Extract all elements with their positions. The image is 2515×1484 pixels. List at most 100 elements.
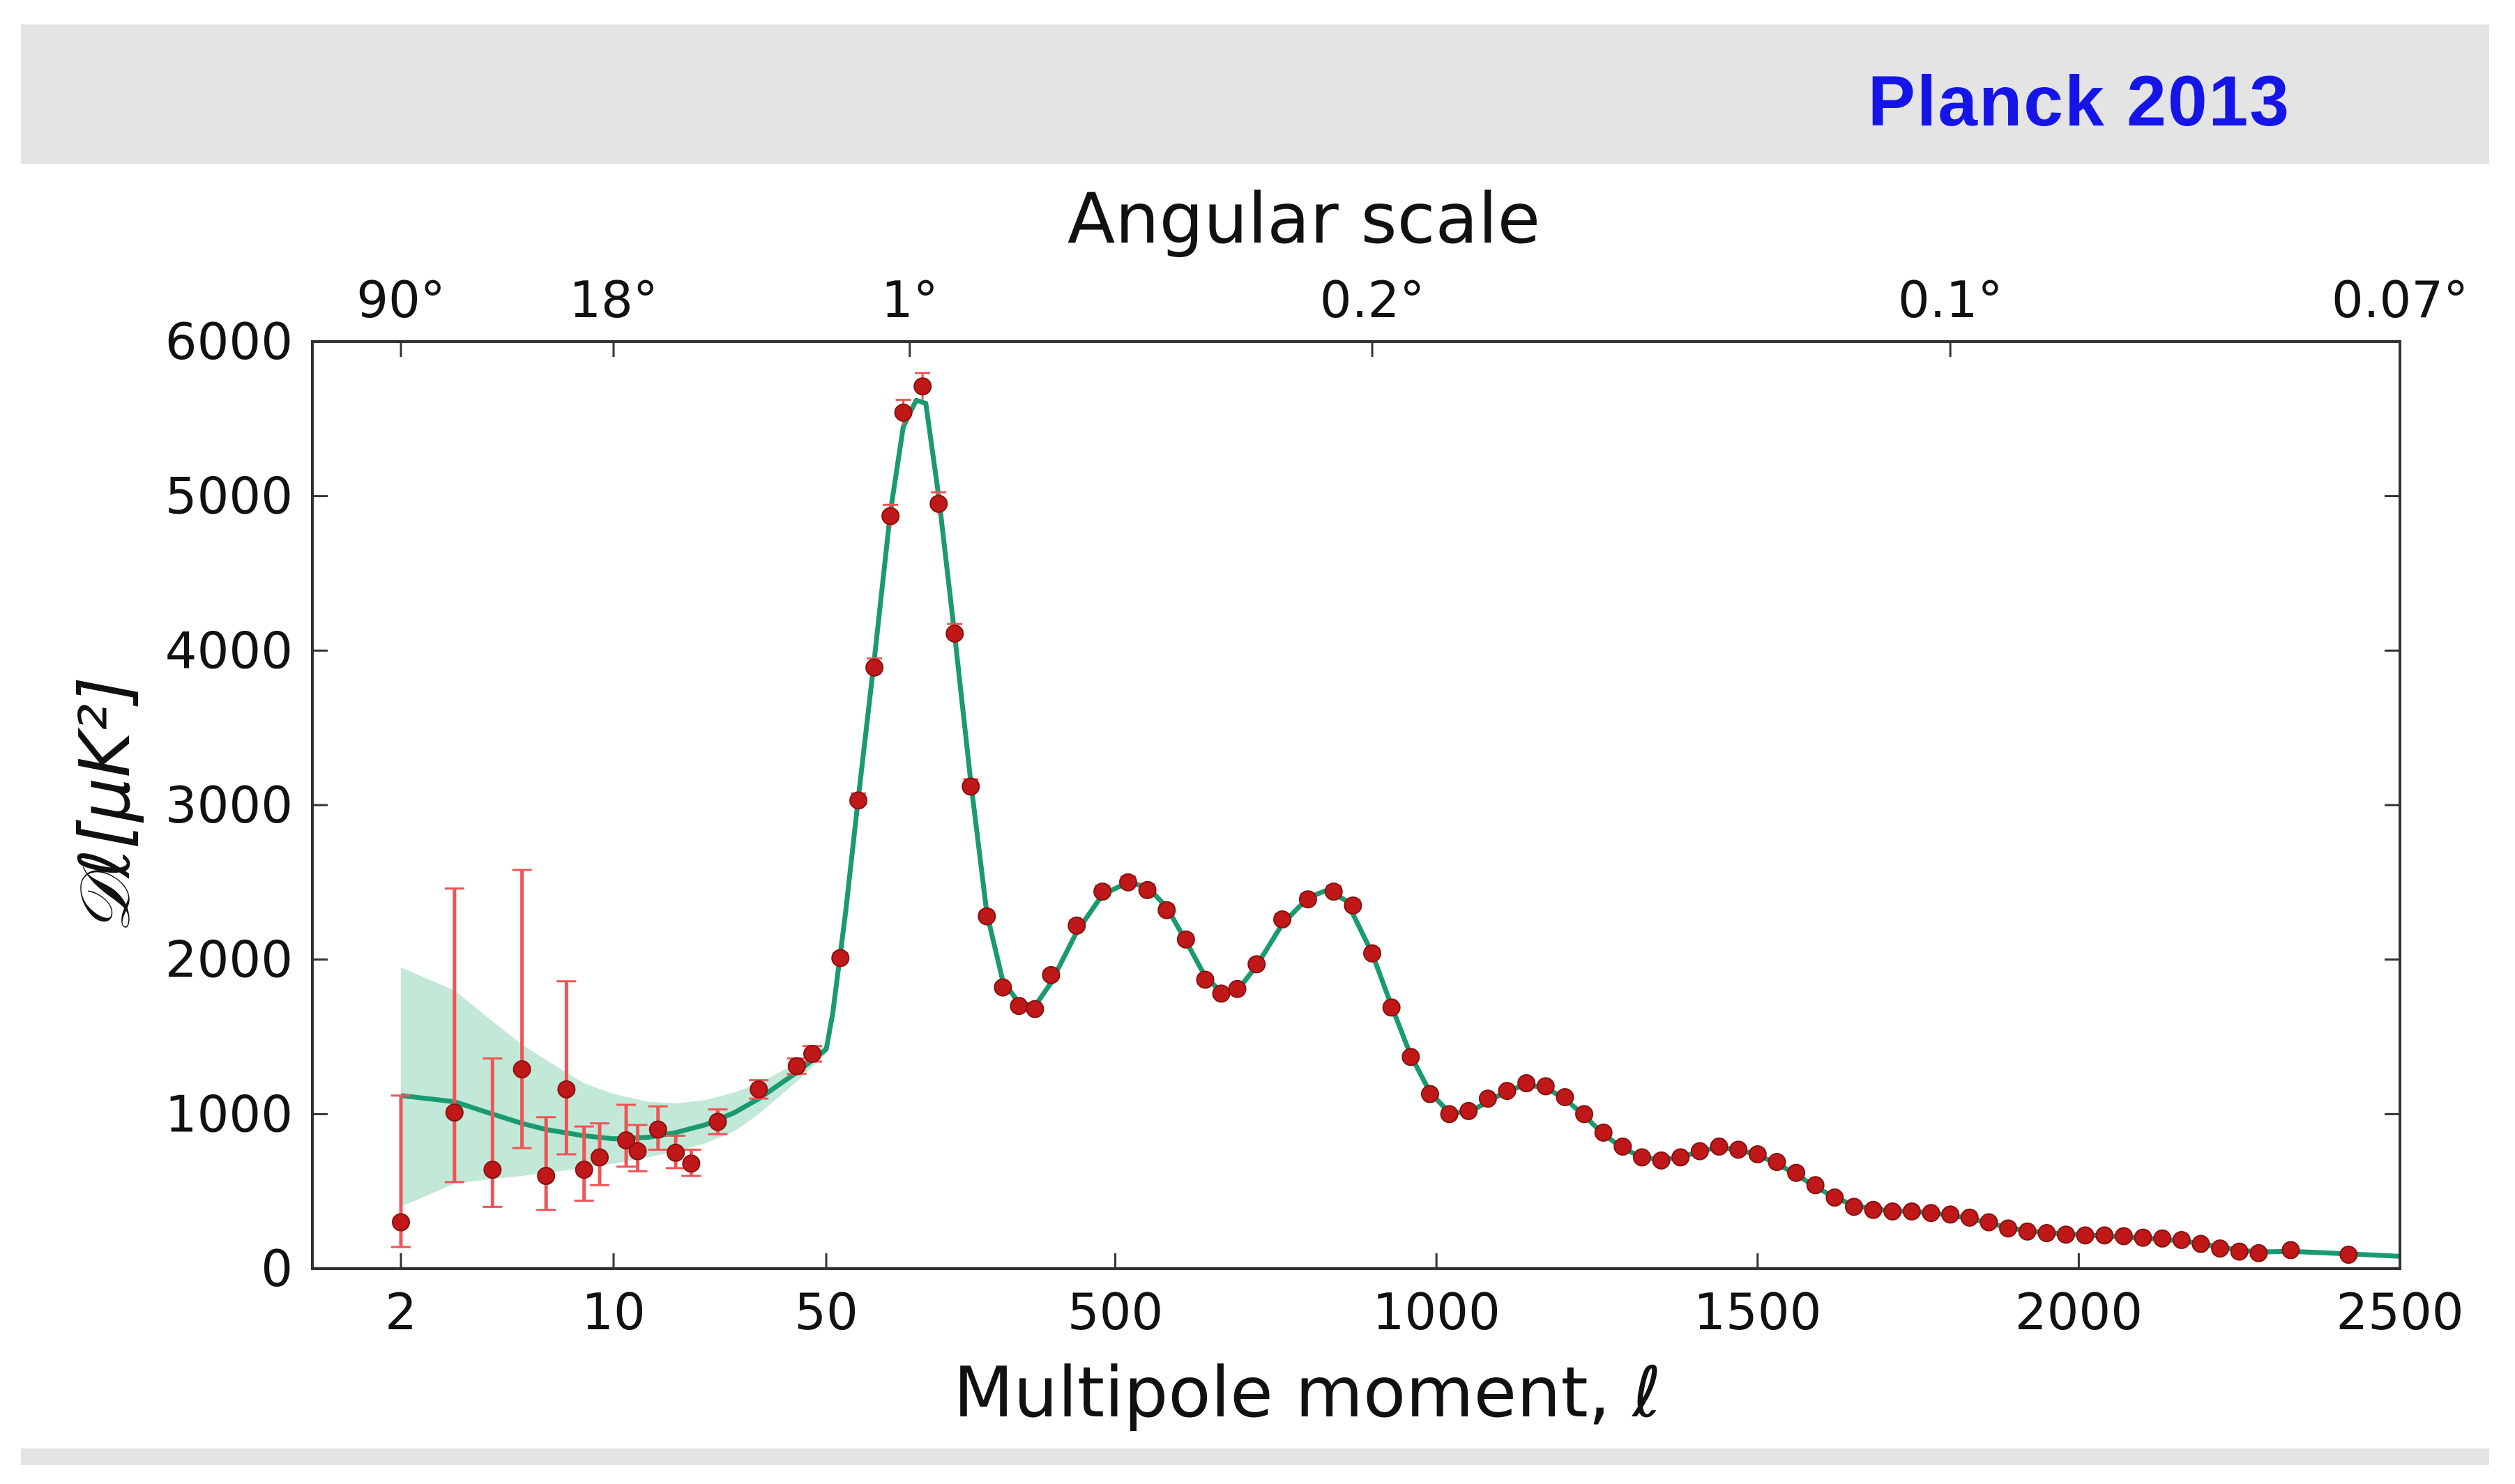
data-point: [2230, 1242, 2249, 1261]
x-axis-title: Multipole moment, ℓ: [953, 1352, 1661, 1433]
data-point: [1922, 1204, 1940, 1223]
data-point: [1844, 1198, 1863, 1216]
y-axis-title: 𝒟ℓ[μK²]: [64, 677, 146, 933]
data-point: [445, 1103, 464, 1122]
data-point: [1690, 1142, 1709, 1161]
data-point: [1536, 1077, 1555, 1096]
y-tick-label: 6000: [165, 312, 293, 371]
data-point: [913, 377, 932, 396]
data-point: [1067, 916, 1086, 935]
x-tick-label: 2500: [2336, 1283, 2463, 1341]
y-tick-label: 0: [261, 1239, 293, 1298]
data-point: [929, 494, 948, 513]
data-point: [2037, 1224, 2056, 1243]
data-point: [2281, 1241, 2300, 1260]
data-point: [1298, 890, 1317, 909]
x-tick-label: 10: [582, 1283, 646, 1341]
y-tick-label: 5000: [165, 467, 293, 526]
model-curve: [400, 397, 2401, 1259]
data-point: [648, 1120, 667, 1139]
top-tick-label: 90°: [356, 270, 446, 329]
top-tick-label: 0.2°: [1320, 270, 1425, 329]
data-point: [1228, 979, 1247, 998]
data-point: [392, 1213, 410, 1232]
data-point: [1806, 1176, 1825, 1195]
x-tick-label: 1500: [1694, 1283, 1821, 1341]
data-point: [667, 1143, 685, 1162]
data-point: [1247, 955, 1266, 974]
data-point: [1883, 1202, 1902, 1221]
data-point: [1999, 1219, 2018, 1238]
data-point: [994, 978, 1012, 997]
data-point: [1671, 1148, 1690, 1167]
data-point: [2056, 1225, 2075, 1244]
data-point: [591, 1148, 609, 1167]
cosmic-variance-band: [401, 967, 826, 1207]
top-tick-label: 0.07°: [2332, 270, 2468, 329]
data-point: [894, 403, 913, 422]
data-point: [1825, 1188, 1844, 1207]
data-point: [865, 658, 884, 677]
x-tick-label: 2: [385, 1283, 417, 1341]
data-point: [849, 791, 868, 810]
data-point: [1960, 1208, 1979, 1227]
y-tick-label: 2000: [165, 931, 293, 989]
data-point: [512, 1060, 531, 1079]
y-tick-label: 3000: [165, 776, 293, 834]
banner-title: Planck 2013: [1867, 61, 2290, 141]
data-point: [1556, 1087, 1574, 1106]
data-point: [1138, 880, 1157, 899]
data-point: [1941, 1205, 1960, 1224]
data-point: [1980, 1213, 1998, 1232]
data-point: [1729, 1140, 1748, 1159]
top-axis-title: Angular scale: [1067, 178, 1540, 259]
x-tick-label: 1000: [1373, 1283, 1500, 1341]
data-point: [1118, 873, 1137, 892]
data-point: [617, 1131, 636, 1150]
data-point: [1864, 1200, 1883, 1219]
data-point: [1363, 944, 1382, 963]
data-point: [881, 507, 900, 526]
data-point: [1652, 1151, 1671, 1170]
data-point: [945, 624, 964, 643]
data-point: [978, 907, 996, 926]
data-point: [1902, 1202, 1921, 1221]
data-point: [1324, 882, 1343, 901]
y-tick-label: 4000: [165, 621, 293, 680]
data-point: [1026, 1000, 1044, 1018]
data-point: [1768, 1153, 1786, 1172]
data-point: [1575, 1105, 1594, 1124]
data-point: [2339, 1246, 2358, 1264]
data-point: [1196, 970, 1215, 989]
data-point: [1478, 1089, 1497, 1108]
y-tick-label: 1000: [165, 1085, 293, 1143]
data-point: [1594, 1123, 1613, 1142]
footer-bar: [21, 1448, 2489, 1465]
data-point: [1010, 997, 1028, 1016]
x-tick-label: 2000: [2015, 1283, 2143, 1341]
data-point: [1093, 882, 1112, 901]
x-tick-label: 500: [1067, 1283, 1163, 1341]
top-tick-label: 18°: [569, 270, 658, 329]
x-tick-label: 50: [794, 1283, 858, 1341]
data-point: [1613, 1137, 1632, 1156]
data-point: [831, 949, 850, 967]
data-point: [628, 1142, 647, 1161]
data-point: [1344, 896, 1362, 915]
data-point: [1440, 1105, 1459, 1124]
data-point: [1420, 1085, 1439, 1103]
data-point: [1157, 901, 1176, 919]
data-point: [483, 1161, 502, 1179]
data-point: [1517, 1074, 1536, 1092]
data-point: [787, 1057, 806, 1076]
data-point: [1632, 1148, 1651, 1167]
data-point: [575, 1161, 593, 1179]
data-point: [1787, 1163, 1806, 1182]
data-point: [1042, 965, 1061, 984]
data-point: [708, 1112, 727, 1131]
data-point: [750, 1080, 768, 1099]
data-point: [1459, 1101, 1478, 1120]
data-point: [1748, 1145, 1767, 1163]
data-point: [2076, 1226, 2095, 1245]
